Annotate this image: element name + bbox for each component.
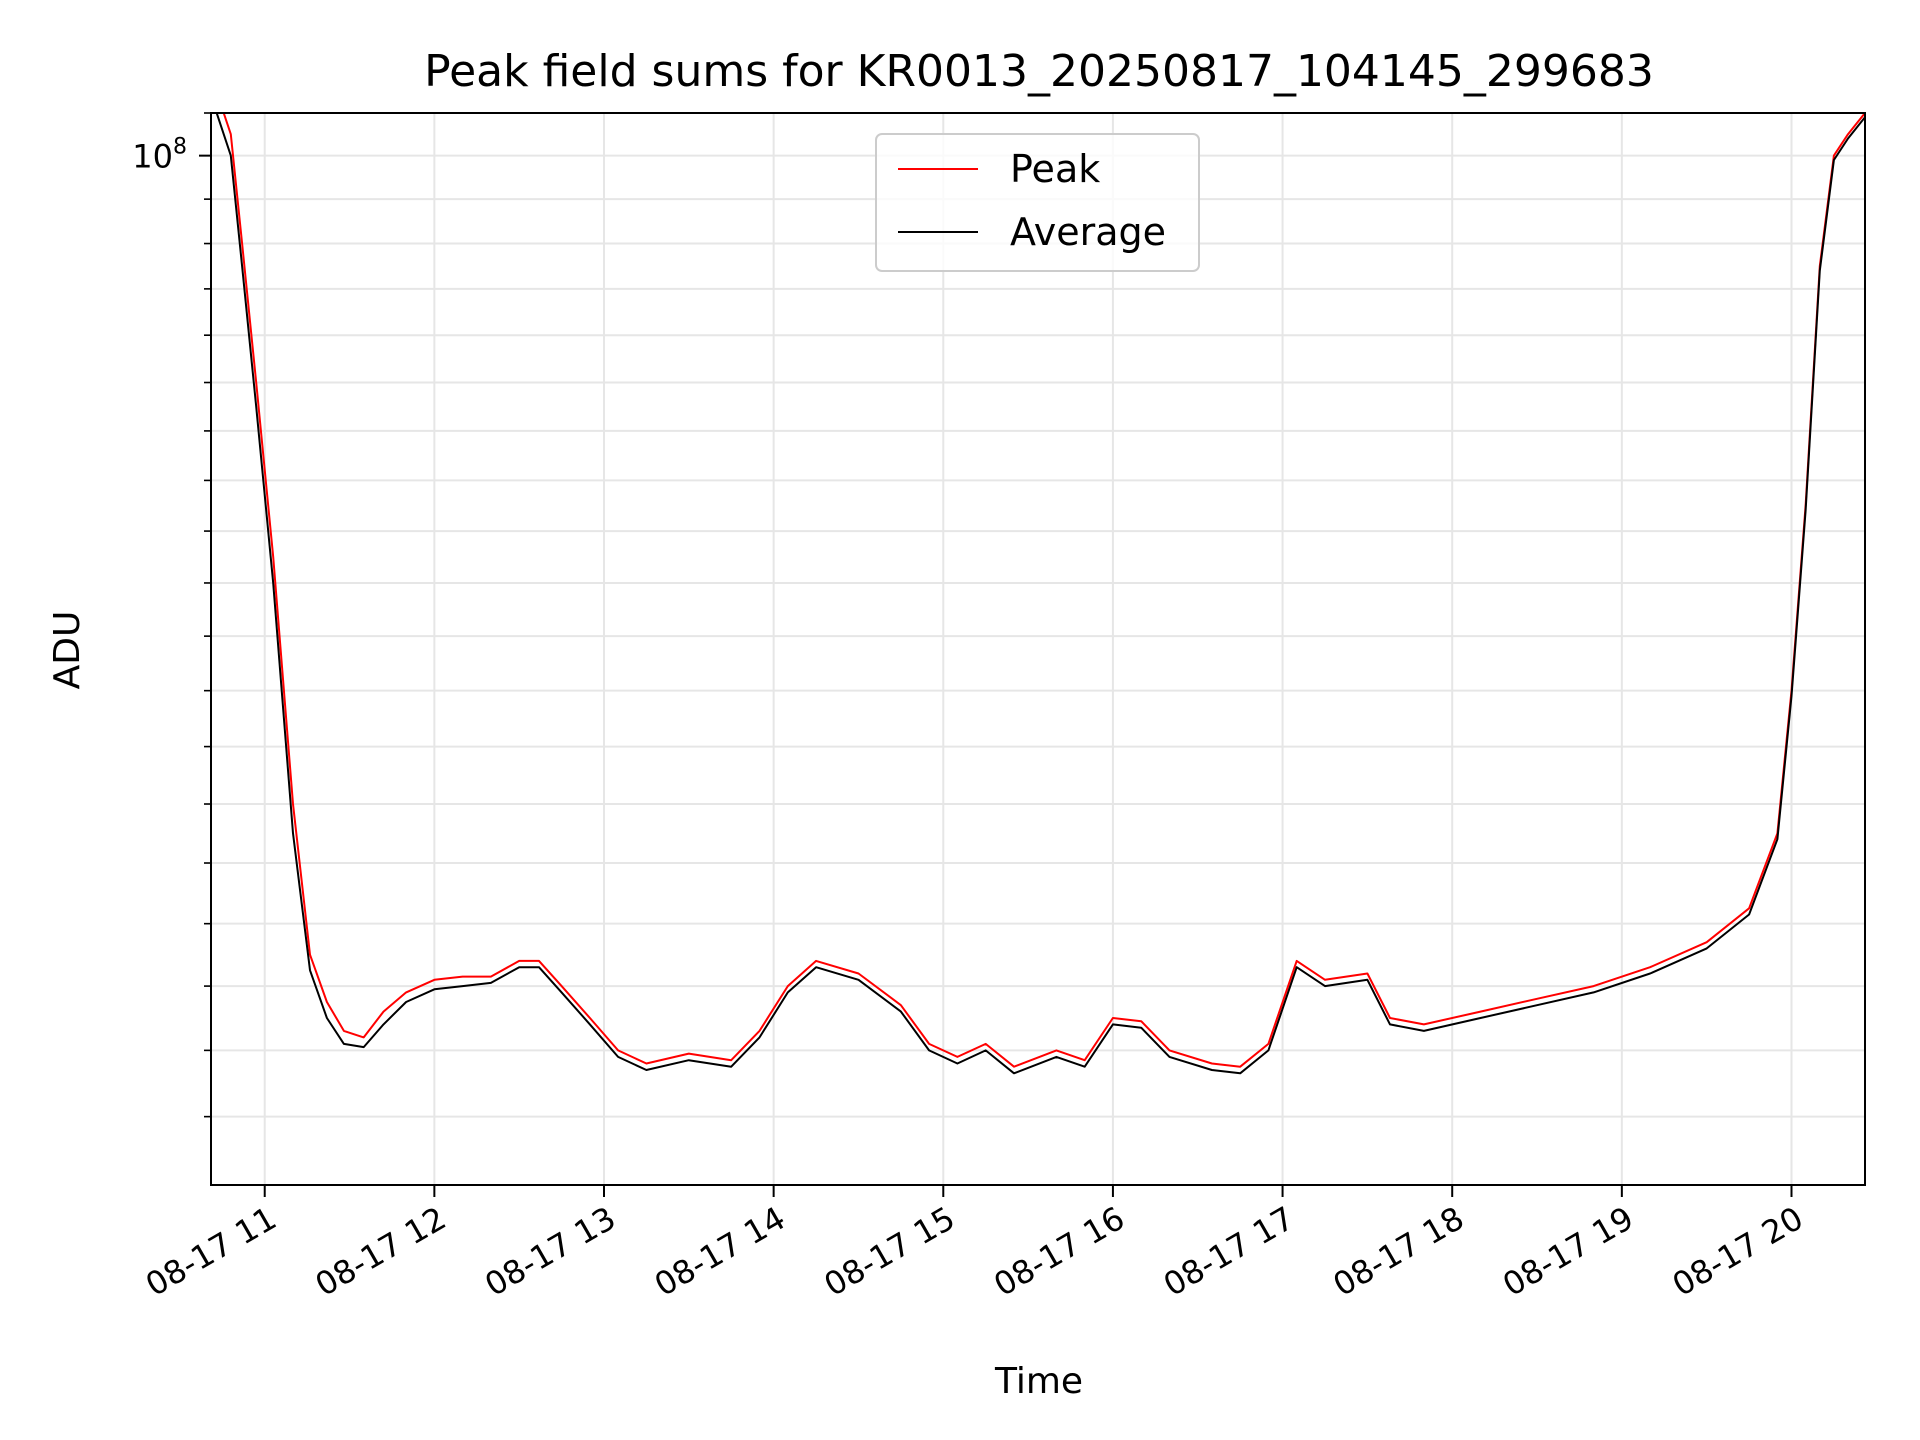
- legend: Peak Average: [875, 133, 1200, 272]
- legend-label-peak: Peak: [1010, 147, 1100, 191]
- legend-label-average: Average: [1010, 210, 1166, 254]
- y-tick-base: 10: [132, 138, 173, 176]
- series-group: [215, 113, 1865, 1075]
- series-line-peak: [222, 113, 1865, 1068]
- chart-title: Peak field sums for KR0013_20250817_1041…: [424, 46, 1654, 97]
- plot-frame: [210, 112, 1866, 1186]
- grid: [211, 112, 1865, 1185]
- series-line-average: [215, 113, 1865, 1075]
- y-tick-label: 108: [132, 135, 187, 176]
- y-axis-label: ADU: [47, 611, 88, 690]
- y-tick-exponent: 8: [173, 135, 187, 160]
- x-axis-label: Time: [994, 1361, 1083, 1402]
